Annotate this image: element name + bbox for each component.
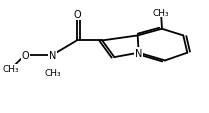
Text: CH₃: CH₃ (3, 65, 19, 74)
Text: O: O (21, 50, 29, 60)
Text: N: N (49, 50, 56, 60)
Text: CH₃: CH₃ (44, 68, 61, 77)
Text: O: O (73, 10, 81, 20)
Text: N: N (135, 48, 142, 58)
Text: CH₃: CH₃ (153, 8, 169, 17)
